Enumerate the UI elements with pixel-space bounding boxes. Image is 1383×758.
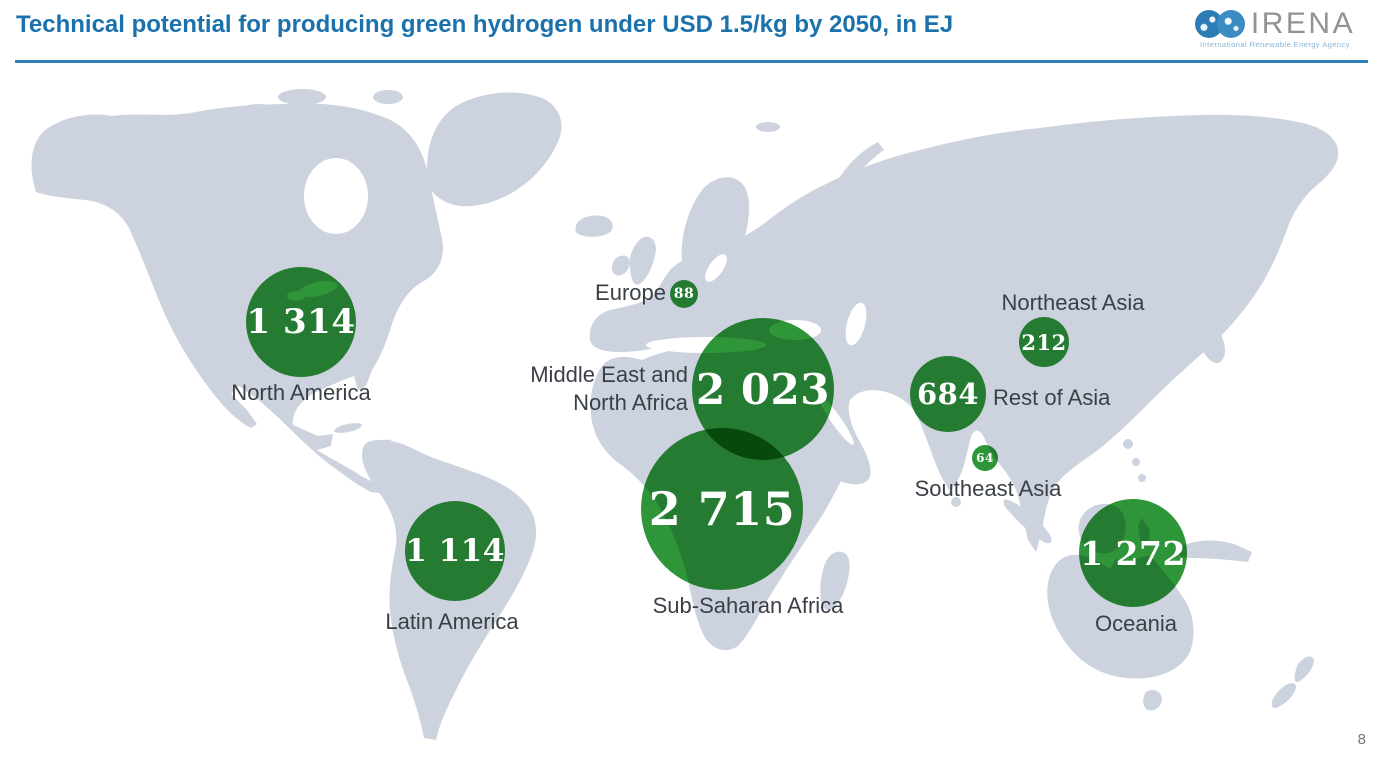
irena-logo-text: IRENA xyxy=(1250,7,1356,40)
bubble-north-america: 1 314 xyxy=(246,267,356,377)
region-label-middle-east-north-africa: Middle East and North Africa xyxy=(530,361,688,417)
irena-logo: IRENA International Renewable Energy Age… xyxy=(1189,9,1361,49)
region-label-sub-saharan-africa: Sub-Saharan Africa xyxy=(652,593,844,618)
bubble-oceania: 1 272 xyxy=(1079,499,1187,607)
bubble-value: 1 272 xyxy=(1080,533,1186,573)
region-label-southeast-asia: Southeast Asia xyxy=(914,476,1062,501)
bubble-circle xyxy=(1019,317,1069,367)
bubble-circle xyxy=(972,445,998,471)
bubble-value: 2 715 xyxy=(648,482,796,536)
bubble-latin-america: 1 114 xyxy=(405,501,505,601)
page-title: Technical potential for producing green … xyxy=(16,11,954,38)
irena-logo-tagline: International Renewable Energy Agency xyxy=(1200,40,1350,49)
region-label-north-america: North America xyxy=(231,380,371,405)
region-label-line: Middle East and xyxy=(530,362,688,387)
bubble-circle xyxy=(910,356,986,432)
bubble-value: 88 xyxy=(673,286,695,302)
bubble-circle xyxy=(641,428,803,590)
globe-right-icon xyxy=(1216,10,1245,38)
bubble-circle xyxy=(670,280,698,308)
bubble-middle-east-north-africa: 2 023 xyxy=(692,318,834,460)
region-label-rest-of-asia: Rest of Asia xyxy=(993,385,1111,410)
bubble-value: 64 xyxy=(976,451,994,465)
region-label-europe: Europe xyxy=(595,280,666,305)
bubble-northeast-asia: 212 xyxy=(1019,317,1069,367)
bubble-southeast-asia: 64 xyxy=(972,445,998,471)
bubble-europe: 88 xyxy=(670,280,698,308)
bubble-value: 1 314 xyxy=(246,302,356,342)
bubble-rest-of-asia: 684 xyxy=(910,356,986,432)
bubble-value: 2 023 xyxy=(695,364,831,414)
bubble-circle xyxy=(246,267,356,377)
bubble-circle xyxy=(405,501,505,601)
region-label-northeast-asia: Northeast Asia xyxy=(1001,290,1145,315)
region-label-oceania: Oceania xyxy=(1095,611,1177,636)
region-label-line: North Africa xyxy=(573,390,688,415)
bubble-value: 684 xyxy=(916,377,980,411)
page-number: 8 xyxy=(1357,731,1366,748)
title-underline xyxy=(15,60,1368,63)
region-label-latin-america: Latin America xyxy=(385,609,519,634)
bubble-circle xyxy=(1079,499,1187,607)
bubble-value: 1 114 xyxy=(405,533,505,569)
bubble-value: 212 xyxy=(1021,329,1067,355)
bubble-sub-saharan-africa: 2 715 xyxy=(641,428,803,590)
